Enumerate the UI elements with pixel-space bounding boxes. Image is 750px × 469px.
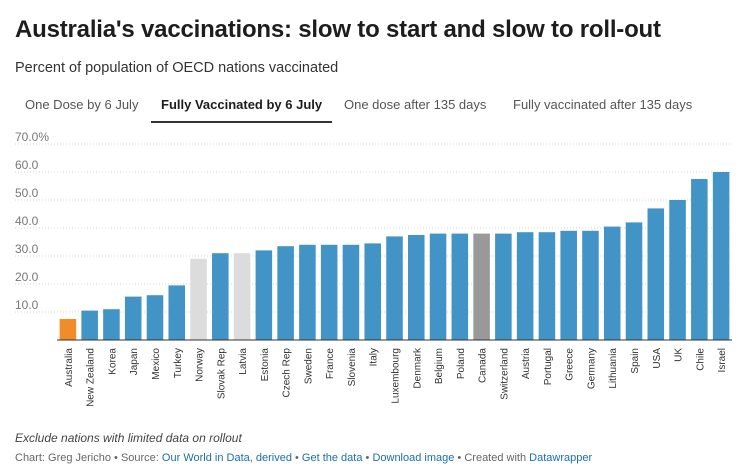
y-tick-label: 30.0 xyxy=(15,242,39,256)
x-tick-label: France xyxy=(325,348,336,380)
bar-turkey[interactable] xyxy=(168,285,186,340)
datawrapper-link[interactable]: Datawrapper xyxy=(529,452,593,464)
credit-separator: • xyxy=(291,452,302,464)
tab-one-dose-135-days[interactable]: One dose after 135 days xyxy=(344,97,487,112)
x-tick-label: Israel xyxy=(717,348,728,372)
chart-subtitle: Percent of population of OECD nations va… xyxy=(15,60,339,76)
x-tick-label: Korea xyxy=(107,348,118,375)
x-tick-label: Slovak Rep xyxy=(216,348,227,400)
bar-belgium[interactable] xyxy=(429,233,447,340)
x-tick-label: UK xyxy=(674,348,685,362)
x-tick-label: Latvia xyxy=(238,348,249,375)
x-tick-label: Sweden xyxy=(303,348,314,384)
bar-italy[interactable] xyxy=(364,243,381,340)
bar-portugal[interactable] xyxy=(538,232,556,340)
x-tick-label: Denmark xyxy=(412,347,423,389)
x-tick-label: Germany xyxy=(586,348,597,389)
bar-chile[interactable] xyxy=(691,179,708,340)
y-tick-label: 40.0 xyxy=(15,214,39,228)
x-tick-label: Norway xyxy=(195,348,206,382)
y-tick-label: 60.0 xyxy=(15,158,39,172)
bar-estonia[interactable] xyxy=(255,250,273,340)
bar-austria[interactable] xyxy=(516,232,534,340)
bar-new-zealand[interactable] xyxy=(81,310,98,340)
bar-spain[interactable] xyxy=(625,222,643,340)
bar-france[interactable] xyxy=(320,244,338,340)
x-tick-label: Belgium xyxy=(434,348,445,384)
bar-uk[interactable] xyxy=(669,200,686,340)
created-with-label: • Created with xyxy=(454,452,530,464)
x-tick-label: New Zealand xyxy=(86,348,97,407)
bar-mexico[interactable] xyxy=(146,295,164,340)
x-tick-label: Poland xyxy=(456,348,467,379)
tab-one-dose-july[interactable]: One Dose by 6 July xyxy=(25,97,139,112)
bar-greece[interactable] xyxy=(560,230,577,340)
y-tick-label: 50.0 xyxy=(15,186,39,200)
credit-separator: • xyxy=(362,452,373,464)
x-tick-label: Canada xyxy=(478,348,489,383)
x-tick-label: Luxembourg xyxy=(391,348,402,404)
x-tick-label: Portugal xyxy=(543,348,554,385)
y-tick-label: 20.0 xyxy=(15,270,39,284)
tab-fully-vaccinated-july[interactable]: Fully Vaccinated by 6 July xyxy=(151,93,333,123)
bar-chart: 10.0 20.0 30.0 40.0 50.0 60.0 70.0% Australia Ne… xyxy=(15,130,732,407)
x-tick-label: Spain xyxy=(630,348,641,374)
x-tick-label: Australia xyxy=(64,348,75,387)
x-tick-label: Mexico xyxy=(151,348,162,380)
x-tick-label: Greece xyxy=(565,348,576,381)
download-image-link[interactable]: Download image xyxy=(372,452,455,464)
x-tick-label: Italy xyxy=(369,348,380,366)
bar-poland[interactable] xyxy=(451,233,469,340)
bar-slovak-rep[interactable] xyxy=(212,253,229,340)
bar-canada[interactable] xyxy=(473,233,490,340)
credits-line: Chart: Greg Jericho • Source: Our World … xyxy=(15,452,592,464)
bar-germany[interactable] xyxy=(582,230,599,340)
x-tick-label: Czech Rep xyxy=(282,348,293,398)
y-tick-label: 10.0 xyxy=(15,298,39,312)
chart-title: Australia's vaccinations: slow to start … xyxy=(15,16,661,43)
bar-czech-rep[interactable] xyxy=(277,246,294,340)
x-tick-label: Turkey xyxy=(173,348,184,378)
bar-australia[interactable] xyxy=(59,319,77,340)
x-tick-label: Lithuania xyxy=(608,348,619,389)
credit-prefix: Chart: Greg Jericho • Source: xyxy=(15,452,162,464)
x-tick-label: Estonia xyxy=(260,348,271,382)
bar-switzerland[interactable] xyxy=(495,233,512,340)
x-tick-label: Austria xyxy=(521,348,532,380)
bar-latvia[interactable] xyxy=(233,253,251,340)
get-data-link[interactable]: Get the data xyxy=(301,452,363,464)
footnote: Exclude nations with limited data on rol… xyxy=(15,431,242,445)
bar-lithuania[interactable] xyxy=(603,226,621,340)
bar-slovenia[interactable] xyxy=(342,244,360,340)
tab-bar: One Dose by 6 July Fully Vaccinated by 6… xyxy=(15,93,735,123)
y-tick-label: 70.0% xyxy=(15,130,49,144)
bar-japan[interactable] xyxy=(124,296,142,340)
tab-fully-vaccinated-135-days[interactable]: Fully vaccinated after 135 days xyxy=(513,97,693,112)
x-tick-label: USA xyxy=(652,348,663,369)
x-tick-label: Slovenia xyxy=(347,348,358,387)
bar-israel[interactable] xyxy=(712,172,730,340)
bar-denmark[interactable] xyxy=(408,235,425,340)
x-tick-label: Switzerland xyxy=(499,348,510,400)
source-link[interactable]: Our World in Data, derived xyxy=(161,452,292,464)
bar-sweden[interactable] xyxy=(299,244,316,340)
bar-norway[interactable] xyxy=(190,258,207,340)
bar-usa[interactable] xyxy=(647,208,665,340)
x-tick-label: Chile xyxy=(695,348,706,371)
bar-luxembourg[interactable] xyxy=(386,236,403,340)
x-tick-label: Japan xyxy=(129,348,140,375)
bar-korea[interactable] xyxy=(103,309,120,340)
